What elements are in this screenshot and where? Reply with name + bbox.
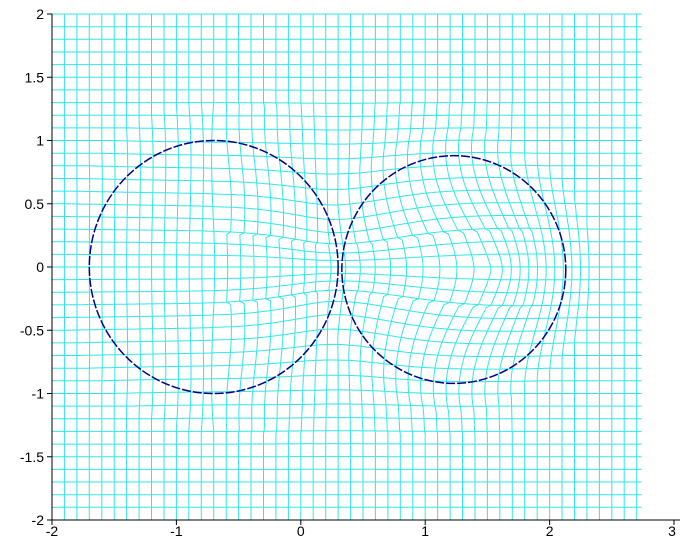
mesh-horizontal-line: [52, 127, 642, 131]
tick-layer: -2 -1 0 1 2 3 -2 -1.5 -1 -0.5 0 0.5 1 1.5 2: [20, 6, 676, 537]
left-circle: [88, 139, 339, 395]
y-tick-label: 2: [36, 6, 44, 22]
mesh-horizontal-line: [52, 280, 642, 294]
y-tick-label: -0.5: [20, 322, 44, 338]
y-tick-label: -1.5: [20, 449, 44, 465]
mesh-horizontal-line: [52, 389, 642, 395]
mesh-horizontal-line: [52, 102, 642, 104]
y-tick-label: 0.5: [25, 196, 45, 212]
y-tick-label: 1.5: [25, 69, 45, 85]
mesh-horizontal-line: [52, 301, 642, 319]
mesh-horizontal-line: [52, 374, 642, 383]
x-tick-label: 1: [421, 523, 429, 537]
mesh-horizontal-line: [52, 289, 642, 307]
mesh-horizontal-line: [52, 189, 642, 206]
mesh-horizontal-line: [52, 114, 642, 117]
mesh-horizontal-line: [52, 343, 642, 358]
mesh-horizontal-line: [52, 253, 642, 261]
y-tick-label: -1: [32, 386, 45, 402]
mesh-horizontal-line: [52, 359, 642, 370]
x-tick-label: 0: [297, 523, 305, 537]
mesh-horizontal-line: [52, 417, 642, 420]
mesh-horizontal-line: [52, 314, 642, 332]
x-tick-label: 2: [546, 523, 554, 537]
mesh-horizontal-line: [52, 152, 642, 160]
y-tick-label: -2: [32, 512, 45, 528]
mesh-horizontal-line: [52, 164, 642, 175]
x-tick-label: 3: [668, 523, 676, 537]
x-tick-label: -1: [170, 523, 183, 537]
y-tick-label: 1: [36, 133, 44, 149]
mesh-horizontal-line: [52, 328, 642, 345]
x-tick-label: -2: [46, 523, 59, 537]
mesh-horizontal-line: [52, 240, 642, 254]
mesh-horizontal-line: [52, 430, 642, 432]
mesh-horizontal-line: [52, 403, 642, 407]
right-circle: [341, 154, 567, 385]
mesh-horizontal-line: [52, 177, 642, 191]
mesh-horizontal-line: [52, 202, 642, 220]
mesh-horizontal-line: [52, 273, 642, 281]
mesh-layer: [51, 13, 642, 521]
mesh-horizontal-line: [52, 139, 642, 145]
mesh-horizontal-line: [52, 227, 642, 245]
y-tick-label: 0: [36, 259, 44, 275]
circle-layer: [88, 139, 567, 395]
